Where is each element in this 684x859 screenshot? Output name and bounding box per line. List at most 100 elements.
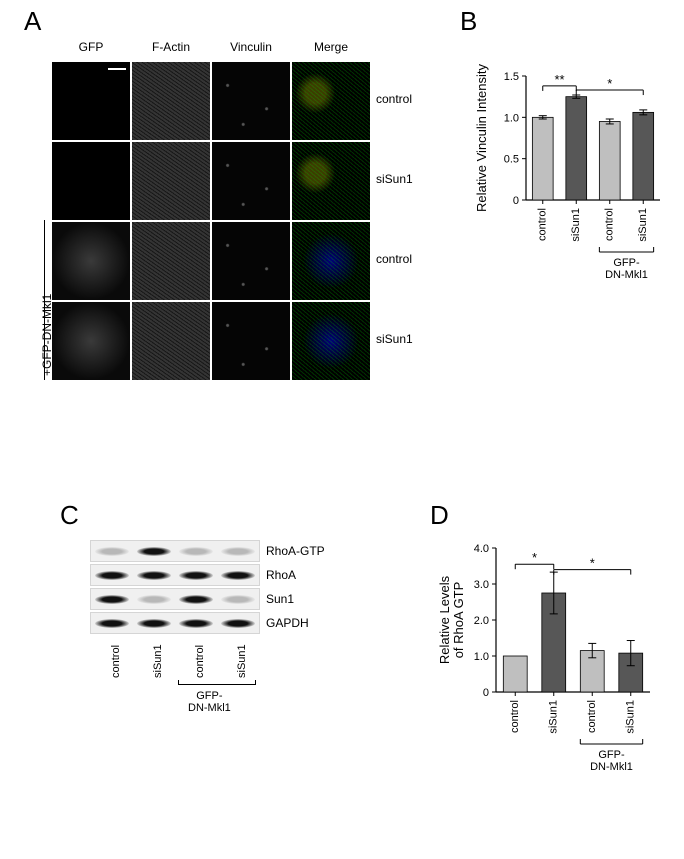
- colhead-merge: Merge: [292, 40, 370, 58]
- blot-row-rhoa: RhoA: [90, 564, 350, 586]
- blot-protein-label: Sun1: [266, 592, 294, 606]
- rowlabel-3: control: [376, 252, 412, 266]
- lane-1: control: [110, 645, 122, 678]
- blot-band: [179, 571, 213, 580]
- micro-r1-factin: [132, 62, 210, 140]
- blot-lane: [175, 613, 217, 633]
- colhead-vinculin: Vinculin: [212, 40, 290, 58]
- blot-lane: [217, 589, 259, 609]
- svg-text:siSun1: siSun1: [548, 700, 560, 734]
- svg-text:**: **: [554, 72, 564, 87]
- scale-bar: [108, 68, 126, 70]
- blot-band: [95, 619, 129, 628]
- lane-group-bracket: [178, 684, 256, 685]
- blot-lane: [133, 565, 175, 585]
- panel-c: RhoA-GTP RhoA Sun1 GAPDH control siSun1 con…: [90, 540, 350, 718]
- svg-text:DN-Mkl1: DN-Mkl1: [590, 761, 633, 773]
- svg-text:*: *: [607, 76, 612, 91]
- lane-3: control: [194, 645, 206, 678]
- panel-letter-d: D: [430, 500, 449, 531]
- svg-text:1.0: 1.0: [474, 651, 489, 663]
- svg-text:1.5: 1.5: [504, 71, 519, 83]
- svg-text:siSun1: siSun1: [570, 208, 582, 242]
- panel-d-chart: 01.02.03.04.0controlsiSun1controlsiSun1*…: [440, 530, 660, 815]
- blot-protein-label: RhoA: [266, 568, 296, 582]
- blot-lane: [133, 541, 175, 561]
- svg-text:0: 0: [513, 195, 519, 207]
- panel-letter-a: A: [24, 6, 41, 37]
- svg-text:control: control: [537, 208, 549, 241]
- blot-lane: [133, 613, 175, 633]
- blot-lane: [91, 541, 133, 561]
- panel-a: GFP F-Actin Vinculin Merge control siSun…: [52, 40, 370, 380]
- svg-text:DN-Mkl1: DN-Mkl1: [605, 269, 648, 281]
- svg-text:siSun1: siSun1: [625, 700, 637, 734]
- blot-lane: [175, 589, 217, 609]
- blot-band: [179, 619, 213, 628]
- micro-r4-factin: [132, 302, 210, 380]
- blot-strip: [90, 588, 260, 610]
- blot-band: [137, 547, 171, 556]
- blot-lane: [91, 565, 133, 585]
- blot-strip: [90, 612, 260, 634]
- y-axis-label: Relative Levels: [437, 575, 452, 664]
- blot-row-rhoa-gtp: RhoA-GTP: [90, 540, 350, 562]
- micro-r3-vinc: [212, 222, 290, 300]
- micro-r2-factin: [132, 142, 210, 220]
- y-axis-label: Relative Vinculin Intensity: [474, 64, 489, 212]
- blot-lane: [217, 541, 259, 561]
- lane-group-label: GFP- DN-Mkl1: [188, 690, 231, 714]
- colhead-factin: F-Actin: [132, 40, 210, 58]
- blot-protein-label: GAPDH: [266, 616, 309, 630]
- micro-r4-vinc: [212, 302, 290, 380]
- blot-strip: [90, 564, 260, 586]
- blot-band: [179, 595, 213, 604]
- svg-text:4.0: 4.0: [474, 543, 489, 555]
- svg-text:control: control: [586, 700, 598, 733]
- micro-r4-gfp: [52, 302, 130, 380]
- microscopy-grid: [52, 62, 370, 380]
- rowlabel-1: control: [376, 92, 412, 106]
- svg-text:2.0: 2.0: [474, 615, 489, 627]
- lane-2: siSun1: [152, 644, 164, 678]
- svg-text:3.0: 3.0: [474, 579, 489, 591]
- panel-letter-b: B: [460, 6, 477, 37]
- micro-r2-merge: [292, 142, 370, 220]
- blot-band: [137, 595, 171, 604]
- panel-b-chart: 00.51.01.5controlsiSun1controlsiSun1***G…: [470, 58, 670, 323]
- svg-text:0.5: 0.5: [504, 154, 519, 166]
- blot-lane: [91, 589, 133, 609]
- rowlabel-4: siSun1: [376, 332, 413, 346]
- micro-r1-merge: [292, 62, 370, 140]
- blot-lane: [217, 565, 259, 585]
- blot-lane: [91, 613, 133, 633]
- micro-r2-gfp: [52, 142, 130, 220]
- svg-text:*: *: [590, 556, 595, 571]
- svg-text:control: control: [604, 208, 616, 241]
- micro-r2-vinc: [212, 142, 290, 220]
- micro-r4-merge: [292, 302, 370, 380]
- y-axis-label: of RhoA GTP: [451, 582, 466, 659]
- svg-text:control: control: [509, 700, 521, 733]
- micro-r3-merge: [292, 222, 370, 300]
- micro-r3-factin: [132, 222, 210, 300]
- blot-row-gapdh: GAPDH: [90, 612, 350, 634]
- svg-text:GFP-: GFP-: [598, 749, 625, 761]
- micro-r1-vinc: [212, 62, 290, 140]
- blot-band: [179, 547, 213, 556]
- blot-strip: [90, 540, 260, 562]
- blot-band: [95, 547, 129, 556]
- blot-band: [221, 619, 255, 628]
- rowlabel-2: siSun1: [376, 172, 413, 186]
- panel-d-svg: 01.02.03.04.0controlsiSun1controlsiSun1*…: [440, 530, 660, 810]
- micro-r1-gfp: [52, 62, 130, 140]
- blot-row-sun1: Sun1: [90, 588, 350, 610]
- blot-lane: [175, 541, 217, 561]
- blot-lane: [175, 565, 217, 585]
- blot-protein-label: RhoA-GTP: [266, 544, 325, 558]
- blot-band: [221, 571, 255, 580]
- svg-text:*: *: [532, 550, 537, 565]
- svg-text:siSun1: siSun1: [637, 208, 649, 242]
- blot-band: [137, 571, 171, 580]
- blot-band: [221, 595, 255, 604]
